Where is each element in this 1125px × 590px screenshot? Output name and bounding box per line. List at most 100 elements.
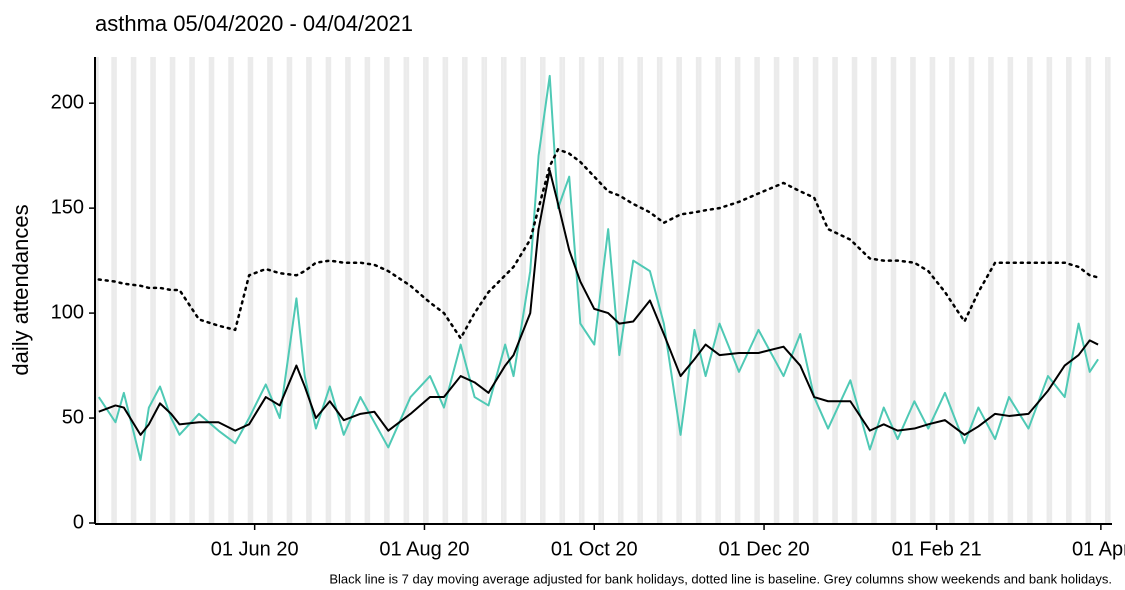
weekend-column [737,57,741,523]
weekend-column [929,57,933,523]
weekend-column [971,57,975,523]
weekend-column [345,57,348,523]
weekend-column [384,57,387,523]
weekend-column [211,57,215,523]
weekend-column [133,57,137,523]
weekend-column [1029,57,1033,523]
weekend-column [228,57,232,523]
weekend-column [96,57,99,523]
series-line [97,74,1099,462]
weekend-column [231,57,234,523]
weekend-column [698,57,702,523]
weekend-column [676,57,680,523]
weekend-column [601,57,604,523]
weekend-column [951,57,955,523]
weekend-column [679,57,682,523]
weekend-column [169,57,173,523]
weekend-column [250,57,254,523]
weekend-columns [96,57,1111,523]
weekend-column [812,57,816,523]
weekend-column [815,57,819,523]
weekend-column [562,57,566,523]
weekend-column [1010,57,1014,523]
weekend-column [189,57,193,523]
weekend-column [520,57,524,523]
weekend-column [910,57,913,523]
weekend-column [464,57,468,523]
weekend-column [501,57,504,523]
weekend-column [718,57,721,523]
weekend-column [347,57,351,523]
weekend-column [990,57,994,523]
weekend-column [1107,57,1111,523]
x-tick-label: 01 Aug 20 [379,538,469,560]
y-tick-label: 200 [51,91,84,113]
weekend-column [445,57,449,523]
weekend-column [269,57,273,523]
weekend-column [111,57,115,523]
weekend-column [462,57,465,523]
weekend-column [757,57,760,523]
weekend-column [832,57,836,523]
weekend-column [523,57,527,523]
weekend-column [851,57,855,523]
weekend-column [871,57,875,523]
weekend-column [114,57,117,523]
weekend-column [617,57,621,523]
weekend-column [656,57,660,523]
weekend-column [715,57,719,523]
weekend-column [932,57,936,523]
y-axis-label: daily attendances [8,204,33,375]
weekend-column [208,57,212,523]
weekend-column [325,57,329,523]
weekend-column [874,57,877,523]
weekend-column [289,57,293,523]
weekend-column [581,57,585,523]
weekend-column [192,57,195,523]
weekend-column [364,57,368,523]
x-tick-label: 01 Oct 20 [551,538,638,560]
weekend-column [949,57,952,523]
y-tick-label: 50 [62,406,84,428]
weekend-column [620,57,624,523]
weekend-column [854,57,858,523]
weekend-column [734,57,738,523]
series-line [98,169,1099,436]
weekend-column [406,57,410,523]
weekend-column [598,57,602,523]
weekend-column [425,57,429,523]
weekend-column [835,57,838,523]
weekend-column [968,57,972,523]
weekend-column [1046,57,1050,523]
weekend-column [773,57,777,523]
weekend-column [386,57,390,523]
y-tick-label: 150 [51,196,84,218]
weekend-column [150,57,154,523]
weekend-column [695,57,699,523]
weekend-column [130,57,134,523]
weekend-column [403,57,407,523]
weekend-column [559,57,563,523]
y-tick-label: 0 [73,511,84,533]
footnote: Black line is 7 day moving average adjus… [329,571,1112,586]
weekend-column [1105,57,1108,523]
weekend-column [542,57,546,523]
x-tick-label: 01 Dec 20 [718,538,809,560]
weekend-column [423,57,426,523]
weekend-column [308,57,312,523]
weekend-column [578,57,582,523]
weekend-column [539,57,543,523]
weekend-column [367,57,371,523]
x-tick-label: 01 Jun 20 [211,538,299,560]
x-tick-label: 01 Apr [1072,538,1125,560]
weekend-column [286,57,290,523]
weekend-column [912,57,916,523]
weekend-column [503,57,507,523]
chart-title: asthma 05/04/2020 - 04/04/2021 [95,11,413,36]
weekend-column [988,57,991,523]
weekend-column [153,57,156,523]
weekend-column [796,57,799,523]
weekend-column [247,57,251,523]
x-tick-label: 01 Feb 21 [892,538,982,560]
